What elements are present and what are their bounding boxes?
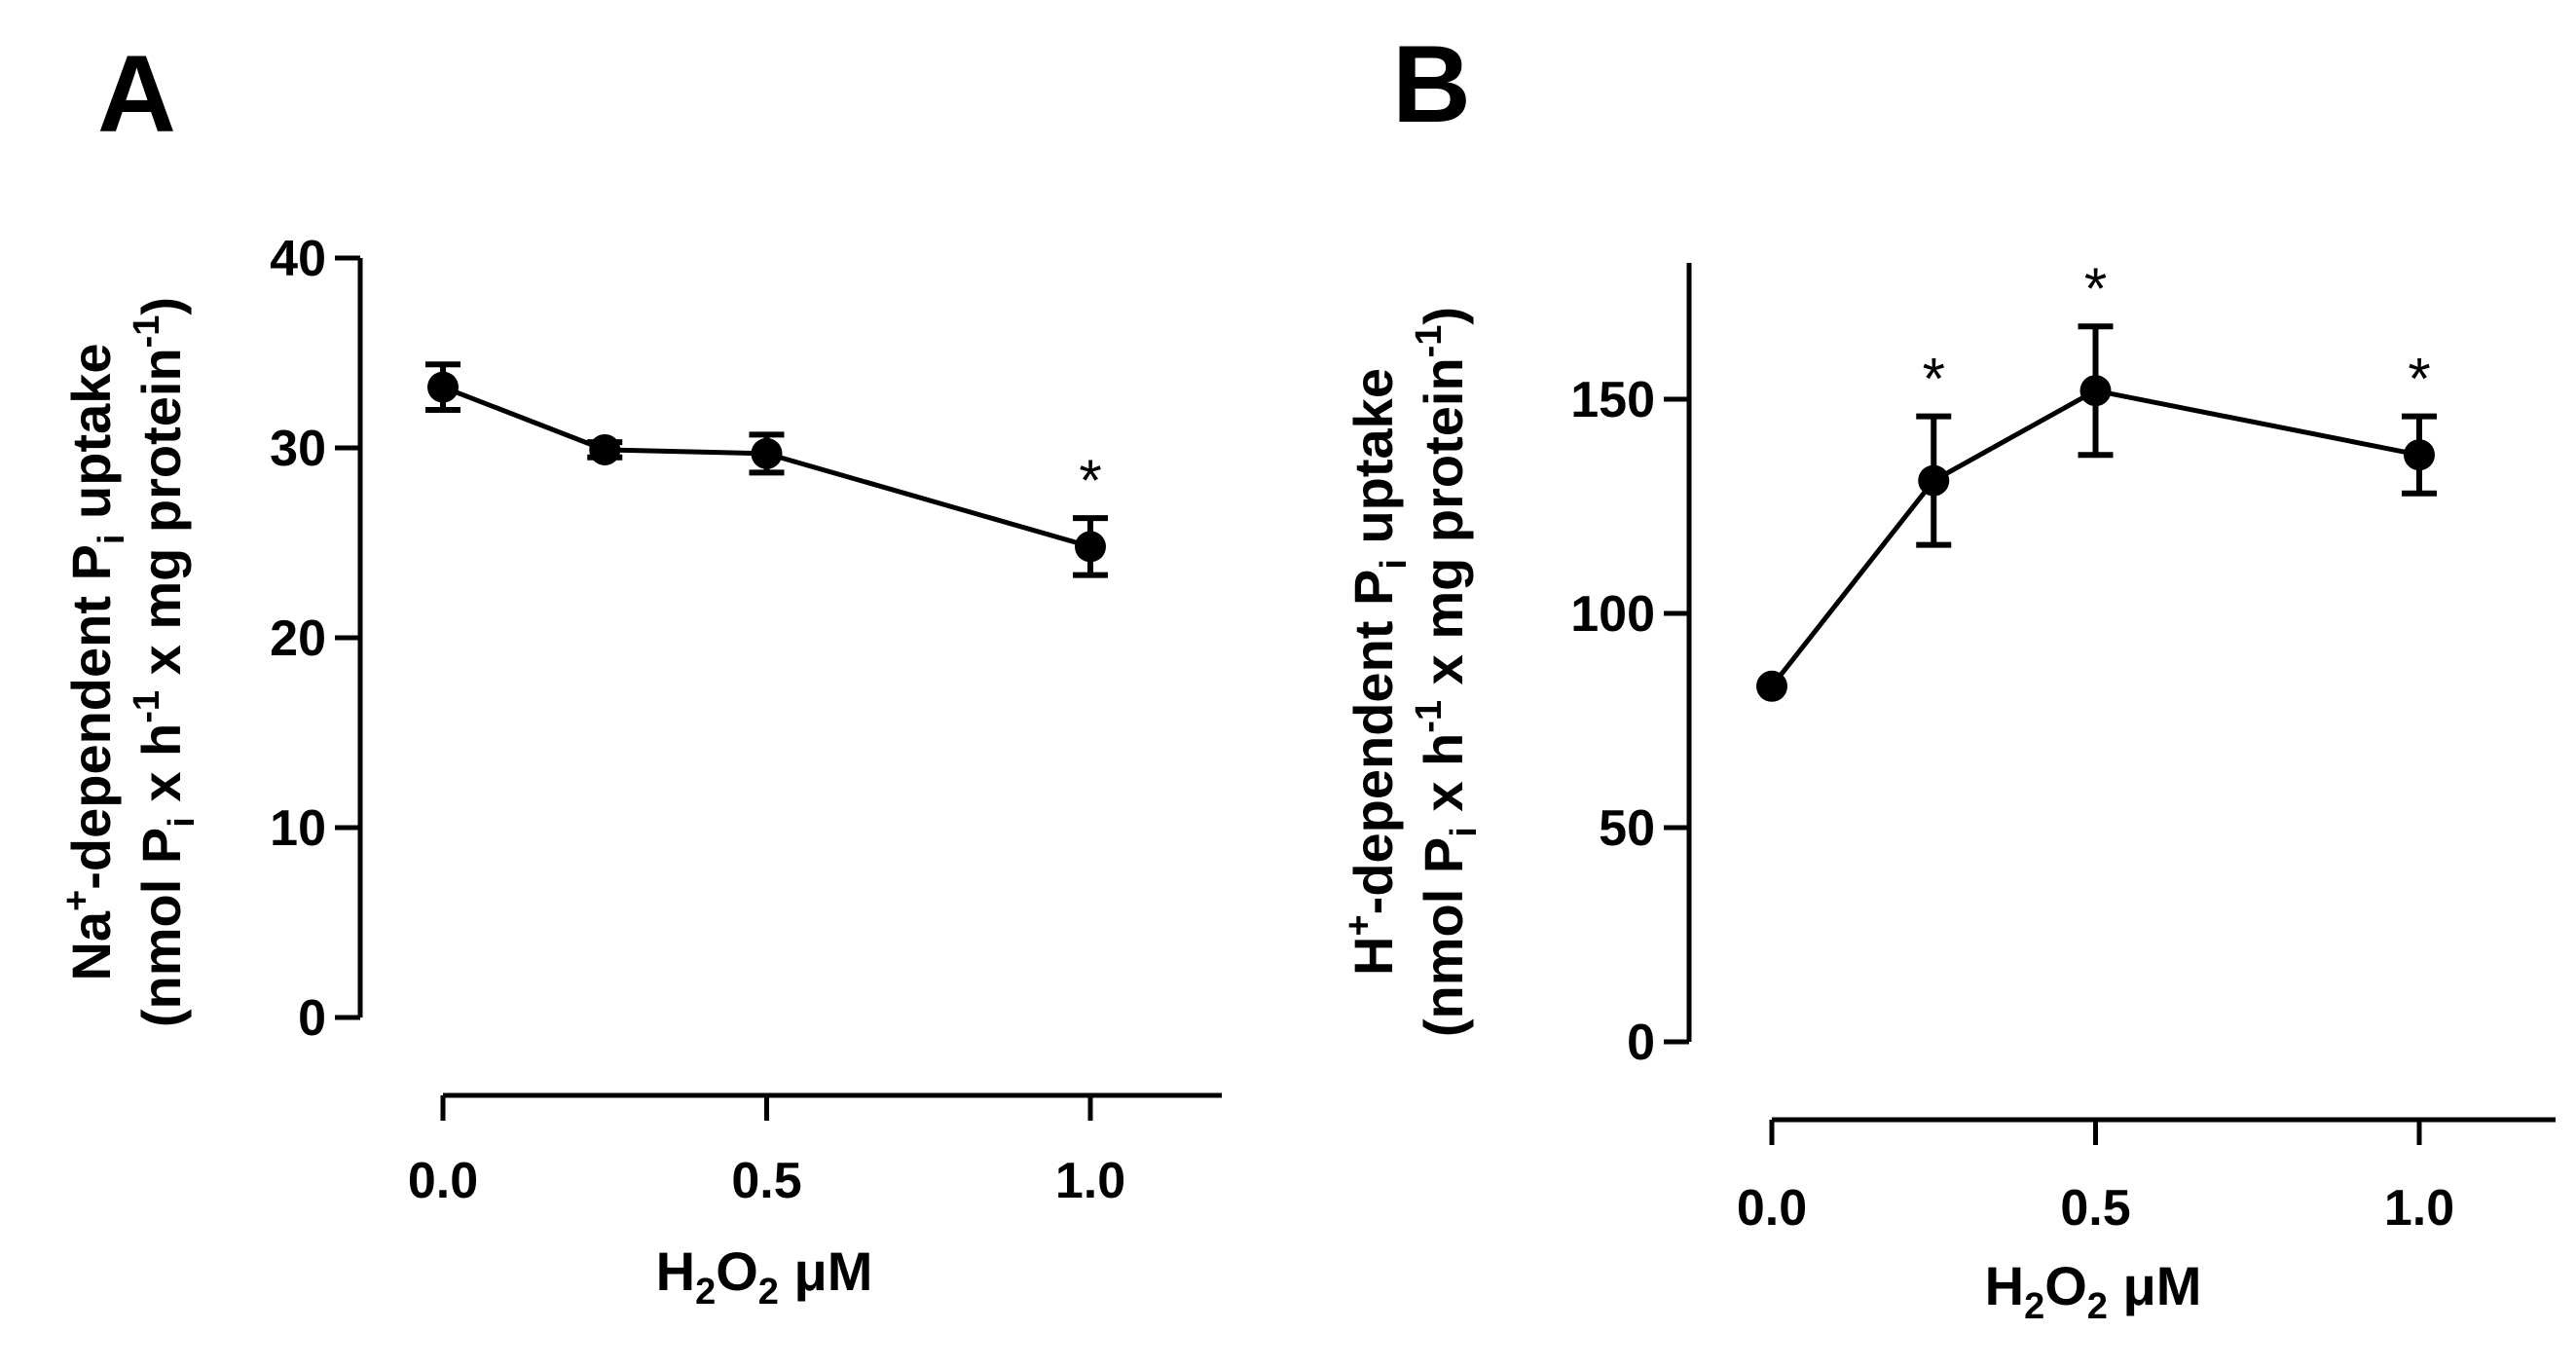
- panel-a-data-point: [1075, 531, 1106, 563]
- panel-a-x-tick-label: 0.5: [731, 1153, 801, 1209]
- panel-a-y-tick-label: 40: [270, 231, 326, 287]
- panel-a-data-point: [589, 433, 621, 465]
- panel-a-y-title-line-1: Na+-dependent Pi uptake: [56, 343, 132, 980]
- panel-a-y-tick-label: 30: [270, 421, 326, 477]
- panel-a-data-point: [751, 437, 783, 469]
- panel-a-x-tick-label: 0.0: [408, 1153, 478, 1209]
- panel-a-data-point: [427, 371, 459, 403]
- panel-a-y-title-line-2: (nmol Pi x h-1 x mg protein-1): [127, 297, 202, 1027]
- panel-a-x-tick-label: 1.0: [1055, 1153, 1125, 1209]
- panel-a-x-axis-title: H2O2 μM: [656, 1240, 873, 1313]
- panel-b-label: B: [1392, 23, 1471, 145]
- panel-a-y-tick-label: 10: [270, 800, 326, 857]
- panel-b-x-tick-label: 1.0: [2384, 1180, 2454, 1237]
- panel-a-y-tick-label: 0: [298, 990, 326, 1047]
- panel-a-series-line: [442, 385, 1091, 549]
- panel-a-label: A: [97, 33, 176, 155]
- panel-a-y-axis-title: Na+-dependent Pi uptake (nmol Pi x h-1 x…: [56, 297, 202, 1027]
- panel-b-y-tick-label: 150: [1570, 372, 1655, 428]
- panel-b-plot: 0 50 100 150 0.0 0.5 1.0 * * *: [1570, 256, 2556, 1237]
- panel-a-plot: 0 10 20 30 40 0.0 0.5 1.0 *: [270, 231, 1222, 1209]
- panel-b-x-axis-title: H2O2 μM: [1985, 1255, 2202, 1327]
- panel-b-series-line: [1770, 388, 2420, 688]
- panel-b-y-axis-title: H+-dependent Pi uptake (nmol Pi x h-1 x …: [1339, 307, 1485, 1037]
- panel-b-significance-marker: *: [2084, 256, 2107, 321]
- panel-a-y-tick-label: 20: [270, 610, 326, 667]
- panel-b-data-point: [1756, 670, 1787, 702]
- panel-a-significance-marker: *: [1079, 448, 1101, 513]
- panel-a: A Na+-dependent Pi uptake (nmol Pi x h-1…: [56, 33, 1222, 1313]
- panel-b: B H+-dependent Pi uptake (nmol Pi x h-1 …: [1339, 23, 2556, 1327]
- panel-b-data-point: [2079, 375, 2112, 407]
- panel-b-y-title-line-1: H+-dependent Pi uptake: [1339, 368, 1415, 976]
- panel-b-y-title-line-2: (nmol Pi x h-1 x mg protein-1): [1409, 307, 1485, 1037]
- panel-b-significance-marker: *: [1923, 347, 1945, 412]
- panel-b-x-tick-label: 0.5: [2060, 1180, 2130, 1237]
- panel-b-y-tick-label: 0: [1627, 1015, 1655, 1071]
- panel-b-data-point: [1918, 464, 1950, 497]
- panel-b-x-tick-label: 0.0: [1737, 1180, 1807, 1237]
- panel-b-y-tick-label: 50: [1599, 800, 1655, 857]
- panel-b-significance-marker: *: [2408, 347, 2430, 412]
- panel-b-y-tick-label: 100: [1570, 586, 1655, 643]
- panel-b-data-point: [2404, 439, 2435, 471]
